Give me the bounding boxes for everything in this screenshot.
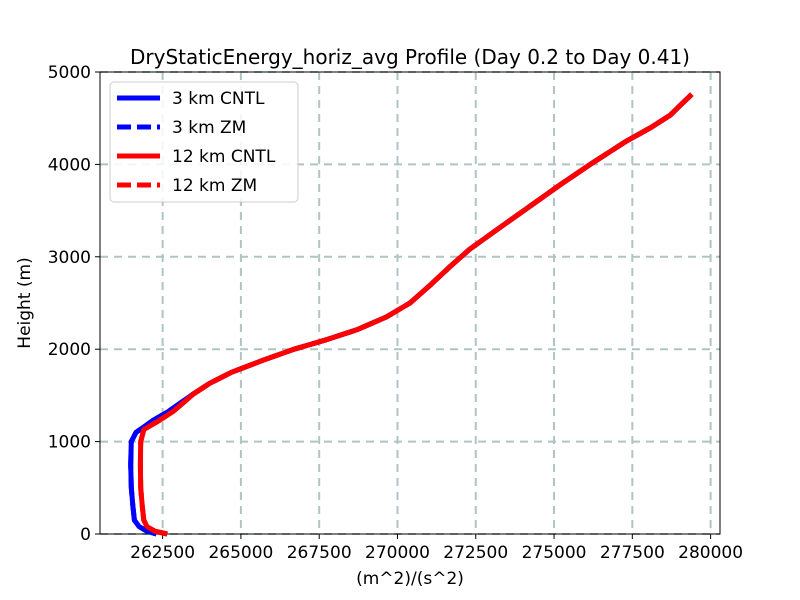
x-tick-label: 262500 [130, 543, 195, 563]
y-tick-label: 4000 [48, 155, 91, 175]
plot-frame [99, 71, 721, 535]
x-tick-label: 272500 [443, 543, 508, 563]
x-axis-label: (m^2)/(s^2) [356, 569, 464, 589]
x-tick-label: 267500 [287, 543, 352, 563]
y-axis-label: Height (m) [15, 257, 35, 348]
series-line-12-km-zm [137, 92, 694, 537]
x-axis-ticks: 262500 265000 267500 270000 272500 275000 2775… [130, 534, 743, 563]
y-tick-label: 3000 [48, 248, 91, 268]
y-tick-label: 2000 [48, 340, 91, 360]
x-tick-label: 277500 [600, 543, 665, 563]
legend-label: 12 km ZM [172, 176, 257, 196]
x-tick-label: 280000 [678, 543, 743, 563]
chart-title: DryStaticEnergy_horiz_avg Profile (Day 0… [130, 45, 690, 69]
legend-label: 12 km CNTL [172, 147, 276, 167]
y-tick-label: 0 [80, 525, 91, 545]
x-tick-label: 265000 [208, 543, 273, 563]
legend-box [109, 81, 299, 203]
y-tick-label: 1000 [48, 433, 91, 453]
x-tick-label: 270000 [365, 543, 430, 563]
y-axis-ticks: 0 1000 2000 3000 4000 5000 [48, 63, 100, 545]
series-lines [128, 92, 694, 537]
y-tick-label: 5000 [48, 63, 91, 83]
legend: 3 km CNTL 3 km ZM 12 km CNTL 12 km ZM [109, 81, 299, 203]
x-tick-label: 275000 [522, 543, 587, 563]
legend-label: 3 km ZM [172, 118, 246, 138]
legend-label: 3 km CNTL [172, 89, 265, 109]
